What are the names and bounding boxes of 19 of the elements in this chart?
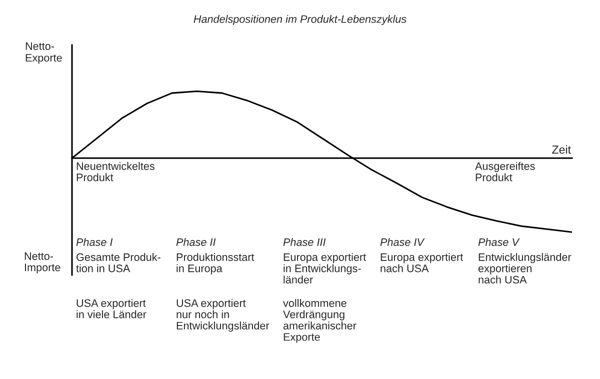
chart-title: Handelspositionen im Produkt-Lebenszyklus [194, 14, 406, 26]
x-axis-title: Zeit [552, 145, 571, 154]
text: Netto- Importe [24, 252, 60, 274]
text: Europa exportiert in Entwicklungs- länder [284, 253, 366, 284]
annotation: Neuentwickeltes Produkt [76, 162, 154, 182]
text: Entwicklungsländer exportieren nach USA [478, 253, 572, 284]
text: Phase IV [380, 238, 425, 246]
text: Gesamte Produk- tion in USA [76, 253, 160, 272]
text: USA exportiert in viele Länder [76, 299, 146, 318]
text: Phase I [76, 238, 113, 246]
text: Produktionsstart in Europa [176, 253, 254, 274]
annotation: Ausgereiftes Produkt [475, 162, 535, 182]
y-axis-title: Netto- Exporte [26, 42, 62, 64]
text: vollkommene Verdrängung amerikanischer Exporte [283, 299, 356, 343]
text: Phase III [283, 238, 326, 246]
text: Phase II [176, 238, 216, 246]
text: Europa exportiert nach USA [380, 253, 464, 272]
text: Phase V [478, 238, 520, 246]
text: USA exportiert nur noch in Entwicklungsländer [176, 299, 270, 332]
